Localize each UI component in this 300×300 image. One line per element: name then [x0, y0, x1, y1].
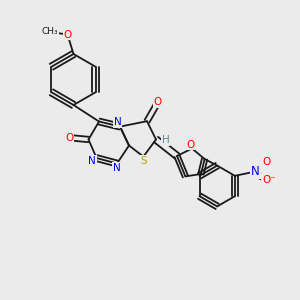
- Text: N: N: [113, 163, 121, 173]
- Text: N: N: [251, 165, 260, 178]
- Text: O: O: [262, 157, 270, 167]
- Text: O: O: [153, 97, 162, 107]
- Text: O: O: [65, 133, 74, 143]
- Text: CH₃: CH₃: [41, 27, 58, 36]
- Text: H: H: [162, 135, 169, 145]
- Text: N: N: [114, 117, 122, 127]
- Text: O: O: [63, 29, 72, 40]
- Text: O: O: [186, 140, 195, 150]
- Text: S: S: [141, 156, 147, 166]
- Text: O⁻: O⁻: [262, 175, 276, 185]
- Text: N: N: [88, 155, 96, 166]
